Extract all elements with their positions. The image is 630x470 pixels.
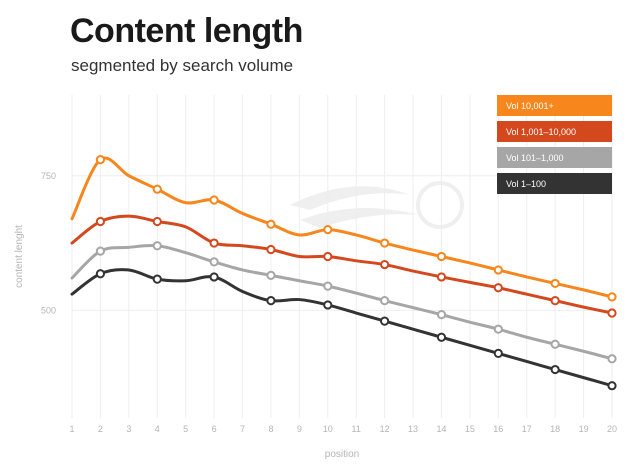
grid bbox=[71, 95, 613, 418]
data-point bbox=[95, 269, 106, 279]
x-tick-label: 15 bbox=[465, 424, 475, 434]
x-tick-label: 16 bbox=[493, 424, 503, 434]
watermark-logo bbox=[290, 181, 464, 229]
data-point bbox=[95, 155, 106, 165]
data-point bbox=[550, 296, 560, 306]
x-tick-label: 17 bbox=[522, 424, 532, 434]
data-point bbox=[209, 195, 219, 205]
chart-subtitle: segmented by search volume bbox=[71, 56, 294, 75]
x-tick-label: 12 bbox=[380, 424, 390, 434]
data-point bbox=[550, 364, 560, 375]
legend-swatch bbox=[497, 147, 612, 168]
series-layer bbox=[70, 155, 617, 391]
series-group bbox=[70, 214, 617, 318]
x-tick-label: 5 bbox=[183, 424, 188, 434]
data-point bbox=[323, 281, 333, 291]
data-point bbox=[493, 348, 503, 358]
x-tick-label: 3 bbox=[126, 424, 131, 434]
data-point bbox=[493, 265, 503, 275]
data-point bbox=[152, 241, 162, 251]
chart-title: Content length bbox=[70, 12, 303, 50]
data-point bbox=[323, 224, 333, 235]
data-point bbox=[493, 283, 503, 293]
series-group bbox=[70, 268, 617, 391]
y-tick-label: 750 bbox=[41, 171, 56, 181]
legend-label: Vol 1–100 bbox=[506, 179, 546, 189]
x-tick-label: 4 bbox=[155, 424, 160, 434]
series-line bbox=[70, 268, 614, 388]
data-point bbox=[436, 272, 447, 282]
data-point bbox=[436, 310, 447, 320]
x-tick-label: 14 bbox=[436, 424, 446, 434]
x-tick-label: 7 bbox=[240, 424, 245, 434]
data-point bbox=[95, 216, 106, 227]
legend-label: Vol 10,001+ bbox=[506, 101, 554, 111]
legend-swatch bbox=[497, 173, 612, 194]
series-group bbox=[70, 155, 617, 302]
x-tick-label: 10 bbox=[323, 424, 333, 434]
data-point bbox=[380, 238, 390, 248]
data-point bbox=[209, 238, 219, 248]
data-point bbox=[209, 257, 219, 267]
legend-swatch bbox=[497, 95, 612, 116]
data-point bbox=[266, 219, 276, 229]
legend-label: Vol 101–1,000 bbox=[506, 153, 564, 163]
x-tick-label: 19 bbox=[579, 424, 589, 434]
x-tick-label: 6 bbox=[212, 424, 217, 434]
y-axis-label: content lenght bbox=[14, 225, 25, 288]
x-tick-label: 11 bbox=[352, 424, 361, 434]
data-point bbox=[209, 272, 219, 282]
x-tick-label: 1 bbox=[69, 424, 74, 434]
x-tick-label: 18 bbox=[550, 424, 560, 434]
data-point bbox=[436, 251, 447, 262]
x-tick-label: 8 bbox=[268, 424, 273, 434]
series-group bbox=[70, 241, 617, 364]
data-point bbox=[607, 308, 617, 318]
y-tick-label: 500 bbox=[41, 305, 56, 315]
data-point bbox=[152, 274, 162, 284]
x-tick-label: 2 bbox=[98, 424, 103, 434]
legend-swatch bbox=[497, 121, 612, 142]
legend: Vol 10,001+ Vol 1,001–10,000 Vol 101–1,000… bbox=[497, 95, 612, 194]
data-point bbox=[95, 246, 106, 256]
data-point bbox=[266, 296, 276, 306]
data-point bbox=[607, 381, 617, 391]
data-point bbox=[550, 278, 560, 289]
x-tick-label: 20 bbox=[607, 424, 617, 434]
data-point bbox=[323, 300, 333, 310]
data-point bbox=[266, 270, 276, 280]
data-point bbox=[152, 184, 162, 194]
data-point bbox=[380, 259, 390, 270]
data-point bbox=[380, 316, 390, 326]
x-tick-label: 13 bbox=[408, 424, 418, 434]
x-tick-label: 9 bbox=[297, 424, 302, 434]
legend-label: Vol 1,001–10,000 bbox=[506, 127, 576, 137]
data-point bbox=[152, 216, 162, 227]
data-point bbox=[550, 339, 560, 349]
data-point bbox=[607, 292, 617, 302]
x-axis-label: position bbox=[325, 449, 359, 460]
data-point bbox=[380, 296, 390, 306]
data-point bbox=[266, 244, 276, 255]
axes: 1 2 3 4 5 6 7 8 9 10 11 12 13 14 15 16 17 18 19 20500750pos… bbox=[14, 171, 617, 460]
series-line bbox=[70, 243, 614, 361]
data-point bbox=[493, 324, 503, 334]
data-point bbox=[323, 251, 333, 262]
data-point bbox=[607, 354, 617, 364]
data-point bbox=[436, 332, 447, 342]
